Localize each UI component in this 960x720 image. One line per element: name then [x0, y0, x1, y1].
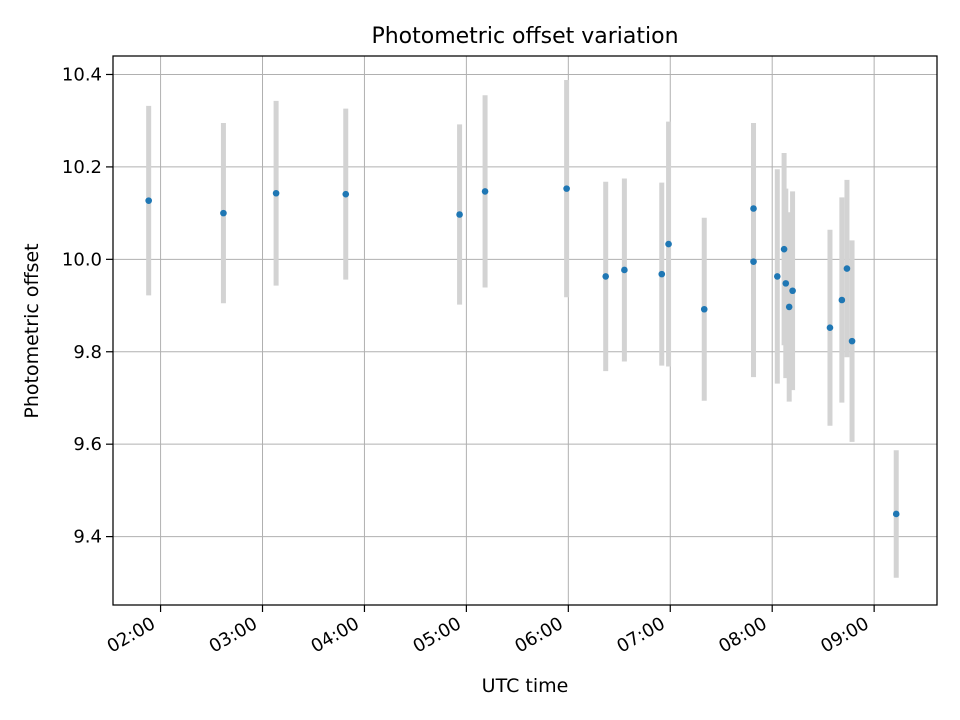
- plot-frame: [112, 55, 938, 606]
- data-point: [700, 305, 708, 313]
- y-tick-label: 9.8: [73, 342, 102, 363]
- data-point: [782, 280, 790, 287]
- data-point: [826, 324, 834, 332]
- data-point: [665, 240, 672, 248]
- data-point: [342, 190, 350, 198]
- data-point: [789, 287, 796, 295]
- data-point: [848, 337, 856, 345]
- y-tick-label: 10.0: [62, 249, 102, 270]
- data-point: [272, 189, 280, 197]
- x-axis-label: UTC time: [482, 675, 569, 697]
- data-point: [750, 205, 757, 212]
- y-axis-label: Photometric offset: [21, 243, 43, 418]
- data-point: [785, 303, 793, 311]
- y-tick-label: 10.4: [62, 64, 102, 85]
- data-point: [773, 273, 781, 280]
- data-point: [481, 188, 489, 195]
- data-point: [456, 211, 463, 218]
- data-point: [658, 270, 666, 278]
- data-point: [145, 197, 152, 204]
- y-tick-label: 9.6: [73, 434, 102, 455]
- data-points: [145, 185, 900, 518]
- data-point: [780, 245, 788, 253]
- data-point: [220, 209, 227, 217]
- data-point: [892, 510, 900, 518]
- data-point: [750, 258, 757, 265]
- data-point: [621, 266, 628, 274]
- data-point: [838, 296, 846, 304]
- data-point: [563, 185, 570, 192]
- y-tick-label: 10.2: [62, 157, 102, 178]
- y-tick-label: 9.4: [73, 527, 102, 548]
- chart-title: Photometric offset variation: [371, 24, 678, 49]
- y-axis: 9.4 9.6 9.8 10.0 10.2 10.4: [62, 64, 113, 548]
- data-point: [843, 265, 851, 272]
- data-point: [602, 273, 610, 280]
